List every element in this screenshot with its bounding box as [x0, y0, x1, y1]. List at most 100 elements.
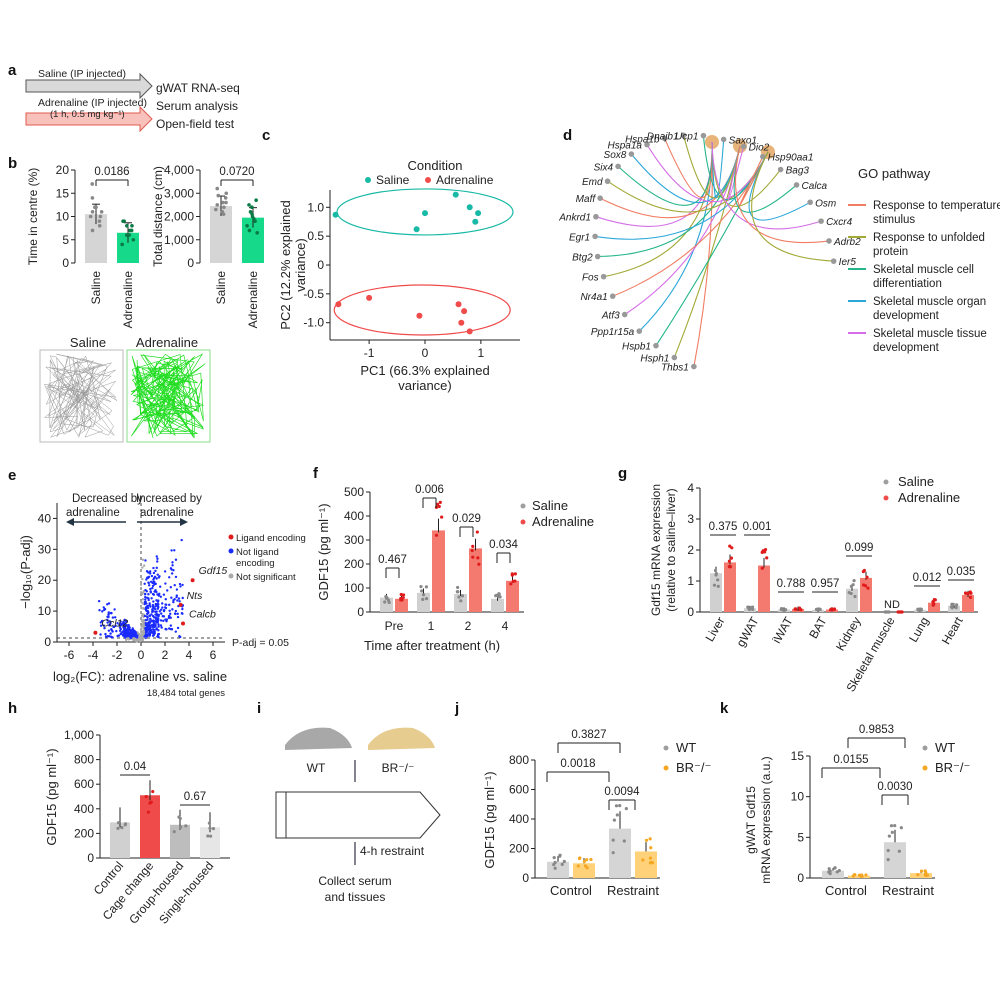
gdf15-time-bar: [454, 594, 467, 612]
gdf15-tissue-3-pvalue: 0.957: [811, 578, 840, 590]
k-point: [853, 873, 857, 877]
volcano-point-sig: [162, 593, 166, 596]
time-in-centre-pvalue: 0.0186: [94, 166, 129, 178]
gene-edge: [735, 145, 830, 243]
volcano-point-sig: [132, 633, 135, 636]
gene-node: [793, 182, 800, 188]
gene-node: [592, 233, 598, 240]
h-bar-Single-housed: [200, 827, 220, 858]
time-in-centre-xtick-Saline: Saline: [89, 271, 103, 305]
volcano-point-sig: [156, 573, 159, 576]
pca-xlabel-1: PC1 (66.3% explained: [360, 363, 489, 378]
volcano-point-sig: [113, 616, 117, 619]
volcano-point-sig: [170, 549, 173, 552]
k-point: [886, 848, 890, 853]
panel-letter-k: k: [720, 700, 729, 717]
total-distance-point: [250, 214, 255, 219]
volcano-point-sig: [128, 634, 132, 637]
volcano-point-sig: [156, 593, 159, 596]
volcano-point-sig: [158, 592, 161, 596]
j-point: [648, 861, 653, 865]
volcano-point-sig: [151, 586, 154, 590]
volcano-point-sig: [107, 602, 111, 605]
gene-node: [593, 213, 599, 220]
gene-edge: [711, 141, 822, 230]
volcano-point-sig: [155, 566, 158, 570]
gene-label-Adrb2: Adrb2: [833, 237, 861, 248]
volcano-point-sig: [156, 635, 159, 638]
gdf15-time-ylabel: GDF15 (pg ml⁻¹): [316, 503, 331, 600]
gdf15-time-point: [424, 585, 429, 589]
k-tick-label: 5: [797, 830, 804, 844]
pca-point-saline: [472, 218, 479, 225]
volcano-point-sig: [147, 581, 150, 585]
time-in-centre-point: [94, 205, 98, 209]
gdf15-tissue-point: [716, 578, 720, 582]
volcano-point-ns: [140, 614, 144, 617]
j-point: [589, 857, 593, 862]
volcano-point-sig: [159, 595, 163, 598]
volcano-point-sig: [113, 608, 116, 611]
saline-track-path: [43, 353, 118, 438]
gene-node: [700, 132, 707, 139]
volcano-point-sig: [157, 603, 160, 606]
j-point: [624, 806, 628, 811]
gdf15-tissue-point: [884, 610, 888, 614]
total-distance-pvalue: 0.0720: [219, 166, 254, 178]
volcano-point-sig: [127, 627, 131, 630]
gene-node: [609, 293, 616, 299]
gdf15-time-point: [434, 533, 439, 537]
volcano-point-sig: [172, 598, 175, 602]
gdf15-tissue-nd: ND: [884, 599, 900, 611]
k-point: [864, 873, 868, 877]
time-in-centre-point: [98, 214, 103, 219]
wt-label: WT: [307, 761, 326, 775]
time-in-centre-tick-label: 10: [56, 210, 70, 224]
k-point: [837, 868, 841, 873]
gdf15-time-xlabel: Time after treatment (h): [364, 638, 500, 653]
k-point: [857, 873, 861, 877]
volcano-point-sig: [156, 607, 160, 610]
gdf15-time-xtick: 4: [502, 619, 509, 633]
g-legend-dot: [883, 495, 889, 501]
gdf15-tissue-point: [765, 556, 769, 560]
volcano-xtick-label: -4: [88, 648, 99, 662]
gdf15-time-3-pvalue: 0.034: [489, 539, 518, 551]
gene-label-Atf3: Atf3: [601, 311, 620, 322]
total-distance-tick-label: 4,000: [164, 163, 194, 177]
adrenaline-track-label: Adrenaline: [136, 335, 198, 350]
h-tick-label: 0: [87, 851, 94, 865]
volcano-point-sig: [156, 560, 159, 563]
gene-edge: [607, 151, 769, 213]
volcano-point-sig: [133, 630, 136, 634]
volcano-point-ns: [139, 590, 143, 594]
h-point: [148, 801, 152, 805]
gdf15-tissue-point: [852, 579, 856, 583]
k-point: [923, 869, 927, 873]
pca-point-saline: [413, 226, 420, 233]
gene-label-Calca: Calca: [802, 181, 828, 192]
volcano-point-sig: [152, 566, 155, 570]
volcano-point-sig: [111, 616, 115, 619]
volcano-left-arrowhead: [66, 518, 74, 526]
gdf15-time-point: [383, 600, 387, 604]
adrenaline-ip-label: Adrenaline (IP injected): [38, 97, 147, 109]
j-ylabel: GDF15 (pg ml⁻¹): [482, 771, 497, 868]
gene-node: [807, 199, 813, 206]
volcano-point-sig: [154, 624, 157, 628]
h-point: [211, 826, 216, 831]
volcano-point-ns: [142, 564, 146, 567]
j-legend-br: BR⁻/⁻: [676, 760, 711, 775]
pca-point-adrenaline: [461, 308, 468, 315]
h-tick-label: 1,000: [64, 728, 94, 742]
volcano-point-sig: [104, 635, 108, 638]
volcano-point-sig: [181, 596, 184, 600]
panel-letter-a: a: [8, 62, 17, 79]
g-legend-dot: [883, 479, 889, 485]
volcano-point-sig: [155, 555, 158, 558]
gene-node: [604, 178, 611, 185]
gdf15-tissue-ylabel-2: (relative to saline–liver): [664, 488, 678, 611]
gene-label-Ier5: Ier5: [839, 257, 857, 268]
volcano-point-sig: [170, 596, 173, 599]
